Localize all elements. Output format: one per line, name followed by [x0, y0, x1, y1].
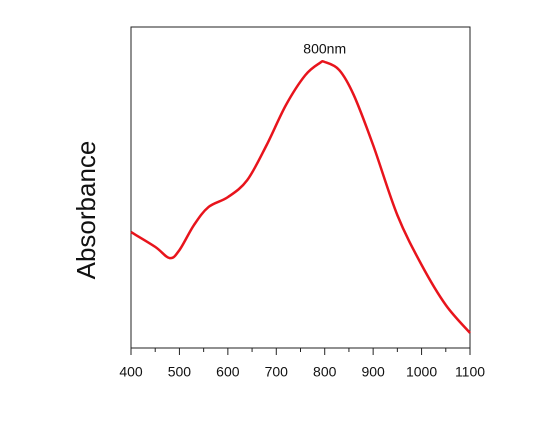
x-tick-label: 1100 — [455, 364, 485, 380]
x-tick-label: 700 — [265, 364, 289, 380]
line-series — [130, 59, 471, 334]
x-tick-label: 900 — [361, 364, 385, 380]
x-tick-label: 1000 — [406, 364, 437, 380]
plot-frame — [130, 26, 471, 349]
x-tick-label: 500 — [168, 364, 192, 380]
x-tick-label: 600 — [216, 364, 240, 380]
y-axis-label: Absorbance — [71, 141, 101, 280]
x-tick-label: 800 — [313, 364, 337, 380]
annotation: 800nm — [303, 41, 346, 57]
x-tick-label: 400 — [119, 364, 143, 380]
